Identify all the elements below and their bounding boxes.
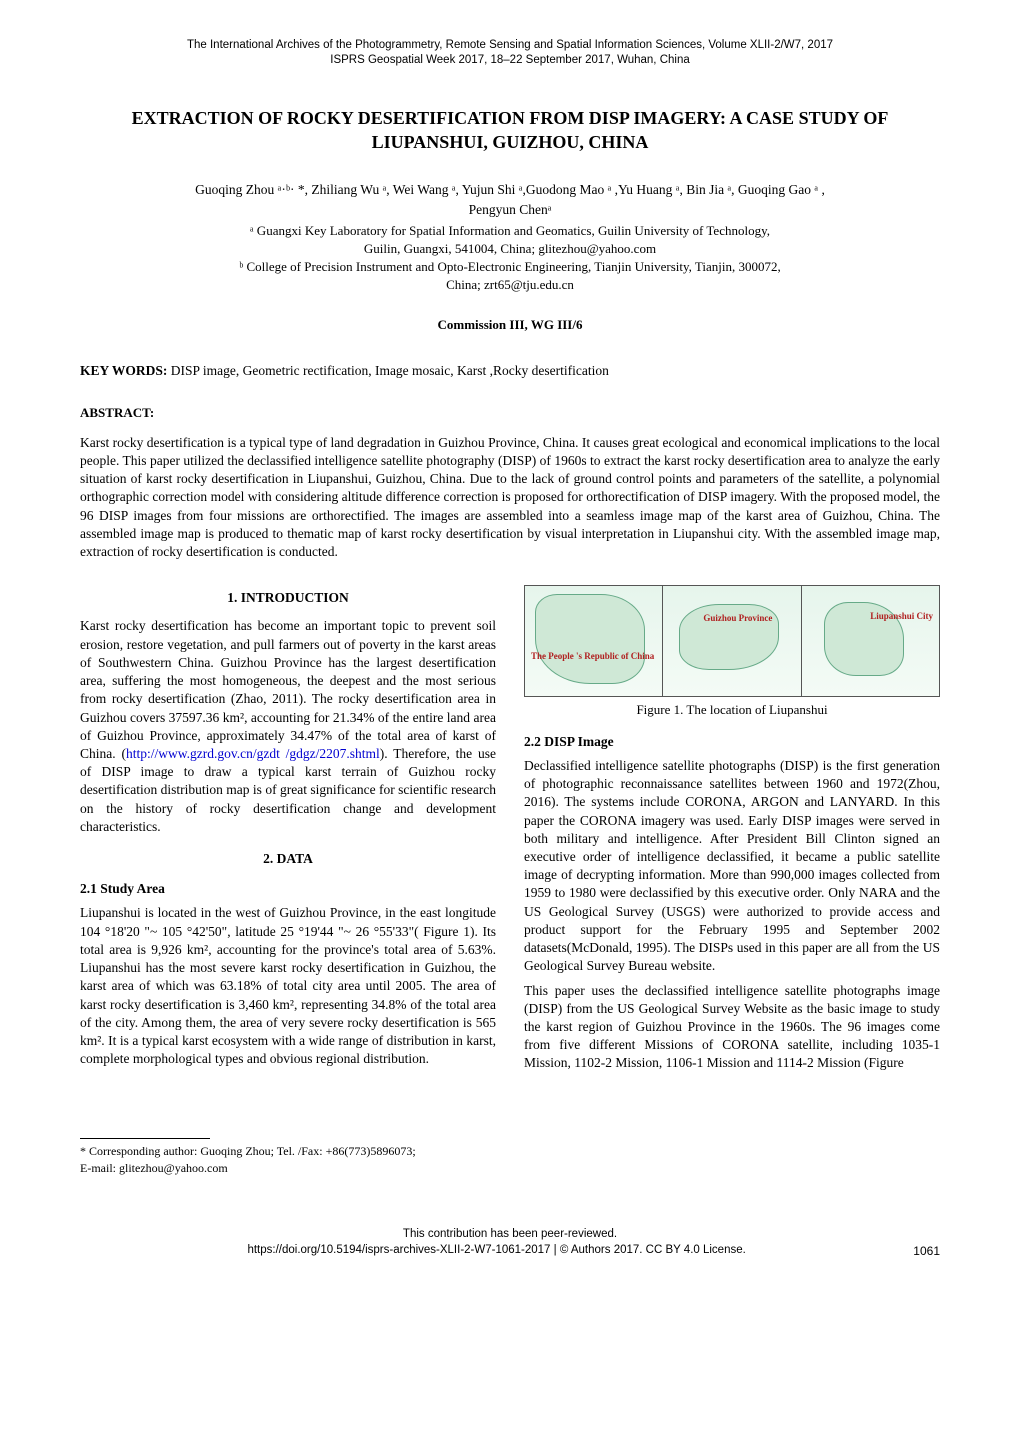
figure-1-caption: Figure 1. The location of Liupanshui <box>524 701 940 719</box>
intro-paragraph: Karst rocky desertification has become a… <box>80 617 496 836</box>
intro-text-a: Karst rocky desertification has become a… <box>80 618 496 761</box>
author-list: Guoqing Zhou ᵃ·ᵇ· *, Zhiliang Wu ᵃ, Wei … <box>80 180 940 219</box>
intro-url-link[interactable]: http://www.gzrd.gov.cn/gzdt /gdgz/2207.s… <box>126 746 380 761</box>
figure-1-panel-china: The People 's Republic of China <box>525 586 663 696</box>
affil-a2: Guilin, Guangxi, 541004, China; glitezho… <box>80 240 940 258</box>
figure-1-label-liupanshui: Liupanshui City <box>870 610 933 622</box>
paper-title: EXTRACTION OF ROCKY DESERTIFICATION FROM… <box>80 106 940 155</box>
authors-line2: Pengyun Chenᵃ <box>469 202 552 217</box>
header-line2: ISPRS Geospatial Week 2017, 18–22 Septem… <box>80 53 940 68</box>
affil-a1: ᵃ Guangxi Key Laboratory for Spatial Inf… <box>80 222 940 240</box>
footnote-rule <box>80 1138 210 1139</box>
footnote-line2: E-mail: glitezhou@yahoo.com <box>80 1160 496 1177</box>
page-footer: This contribution has been peer-reviewed… <box>80 1227 940 1258</box>
affil-b1: ᵇ College of Precision Instrument and Op… <box>80 258 940 276</box>
figure-1-label-prc: The People 's Republic of China <box>531 650 654 662</box>
figure-1-label-guizhou: Guizhou Province <box>703 612 772 624</box>
study-area-paragraph: Liupanshui is located in the west of Gui… <box>80 904 496 1068</box>
abstract-label: ABSTRACT: <box>80 404 940 422</box>
disp-paragraph-1: Declassified intelligence satellite phot… <box>524 757 940 976</box>
section-2-2-head: 2.2 DISP Image <box>524 733 940 751</box>
running-header: The International Archives of the Photog… <box>80 38 940 68</box>
section-1-head: 1. INTRODUCTION <box>80 589 496 607</box>
disp-paragraph-2: This paper uses the declassified intelli… <box>524 982 940 1073</box>
left-column: 1. INTRODUCTION Karst rocky desertificat… <box>80 585 496 1177</box>
figure-1-panel-liupanshui: Liupanshui City <box>802 586 939 696</box>
keywords-label: KEY WORDS: <box>80 363 167 378</box>
keywords-block: KEY WORDS: DISP image, Geometric rectifi… <box>80 362 940 380</box>
affiliations: ᵃ Guangxi Key Laboratory for Spatial Inf… <box>80 222 940 295</box>
right-column: The People 's Republic of China Guizhou … <box>524 585 940 1177</box>
two-column-body: 1. INTRODUCTION Karst rocky desertificat… <box>80 585 940 1177</box>
figure-1: The People 's Republic of China Guizhou … <box>524 585 940 697</box>
footnote-line1: * Corresponding author: Guoqing Zhou; Te… <box>80 1143 496 1160</box>
section-2-1-head: 2.1 Study Area <box>80 880 496 898</box>
header-line1: The International Archives of the Photog… <box>80 38 940 53</box>
keywords-text: DISP image, Geometric rectification, Ima… <box>167 363 608 378</box>
footer-line1: This contribution has been peer-reviewed… <box>80 1227 940 1243</box>
figure-1-panel-guizhou: Guizhou Province <box>663 586 801 696</box>
footer-line2: https://doi.org/10.5194/isprs-archives-X… <box>247 1244 745 1256</box>
page-number: 1061 <box>913 1243 940 1259</box>
commission-line: Commission III, WG III/6 <box>80 316 940 334</box>
section-2-head: 2. DATA <box>80 850 496 868</box>
authors-line1: Guoqing Zhou ᵃ·ᵇ· *, Zhiliang Wu ᵃ, Wei … <box>195 182 825 197</box>
footnote-block: * Corresponding author: Guoqing Zhou; Te… <box>80 1143 496 1177</box>
affil-b2: China; zrt65@tju.edu.cn <box>80 276 940 294</box>
abstract-text: Karst rocky desertification is a typical… <box>80 434 940 562</box>
